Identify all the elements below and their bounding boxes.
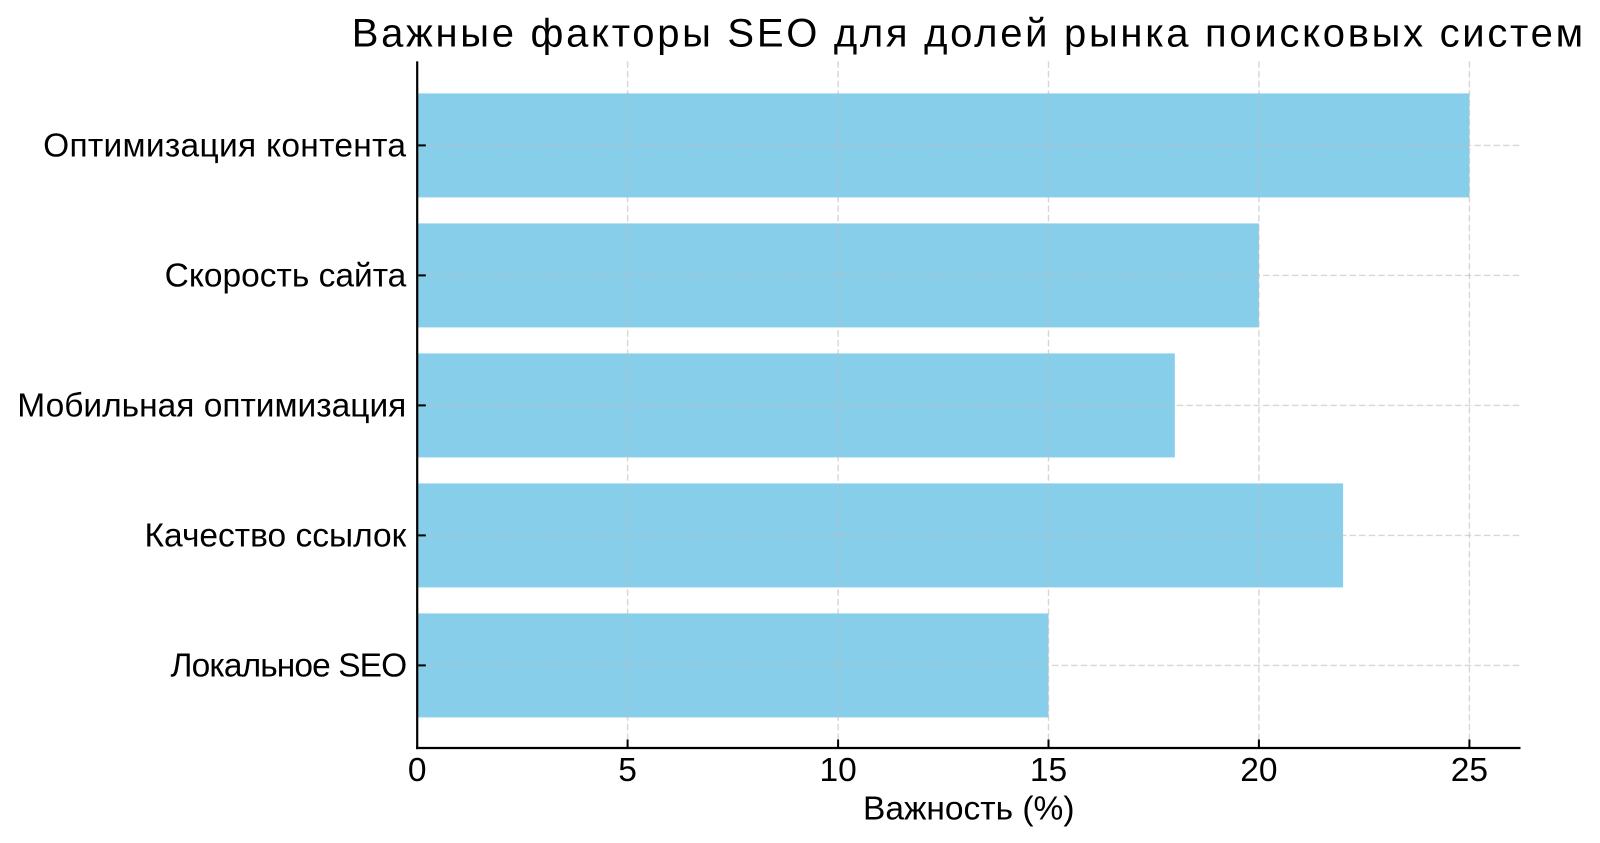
svg-text:10: 10 [819, 752, 856, 789]
svg-text:Локальное SEO: Локальное SEO [171, 648, 407, 685]
svg-text:Качество ссылок: Качество ссылок [145, 518, 407, 555]
svg-text:Важные факторы SEO для долей р: Важные факторы SEO для долей рынка поиск… [352, 11, 1586, 55]
svg-text:Скорость сайта: Скорость сайта [165, 258, 407, 295]
svg-text:25: 25 [1451, 752, 1488, 789]
svg-text:Оптимизация контента: Оптимизация контента [43, 128, 406, 165]
svg-text:15: 15 [1030, 752, 1067, 789]
svg-text:Важность (%): Важность (%) [863, 791, 1074, 828]
svg-text:0: 0 [408, 752, 427, 789]
svg-text:20: 20 [1240, 752, 1277, 789]
svg-text:Мобильная оптимизация: Мобильная оптимизация [17, 388, 406, 425]
svg-text:5: 5 [618, 752, 637, 789]
